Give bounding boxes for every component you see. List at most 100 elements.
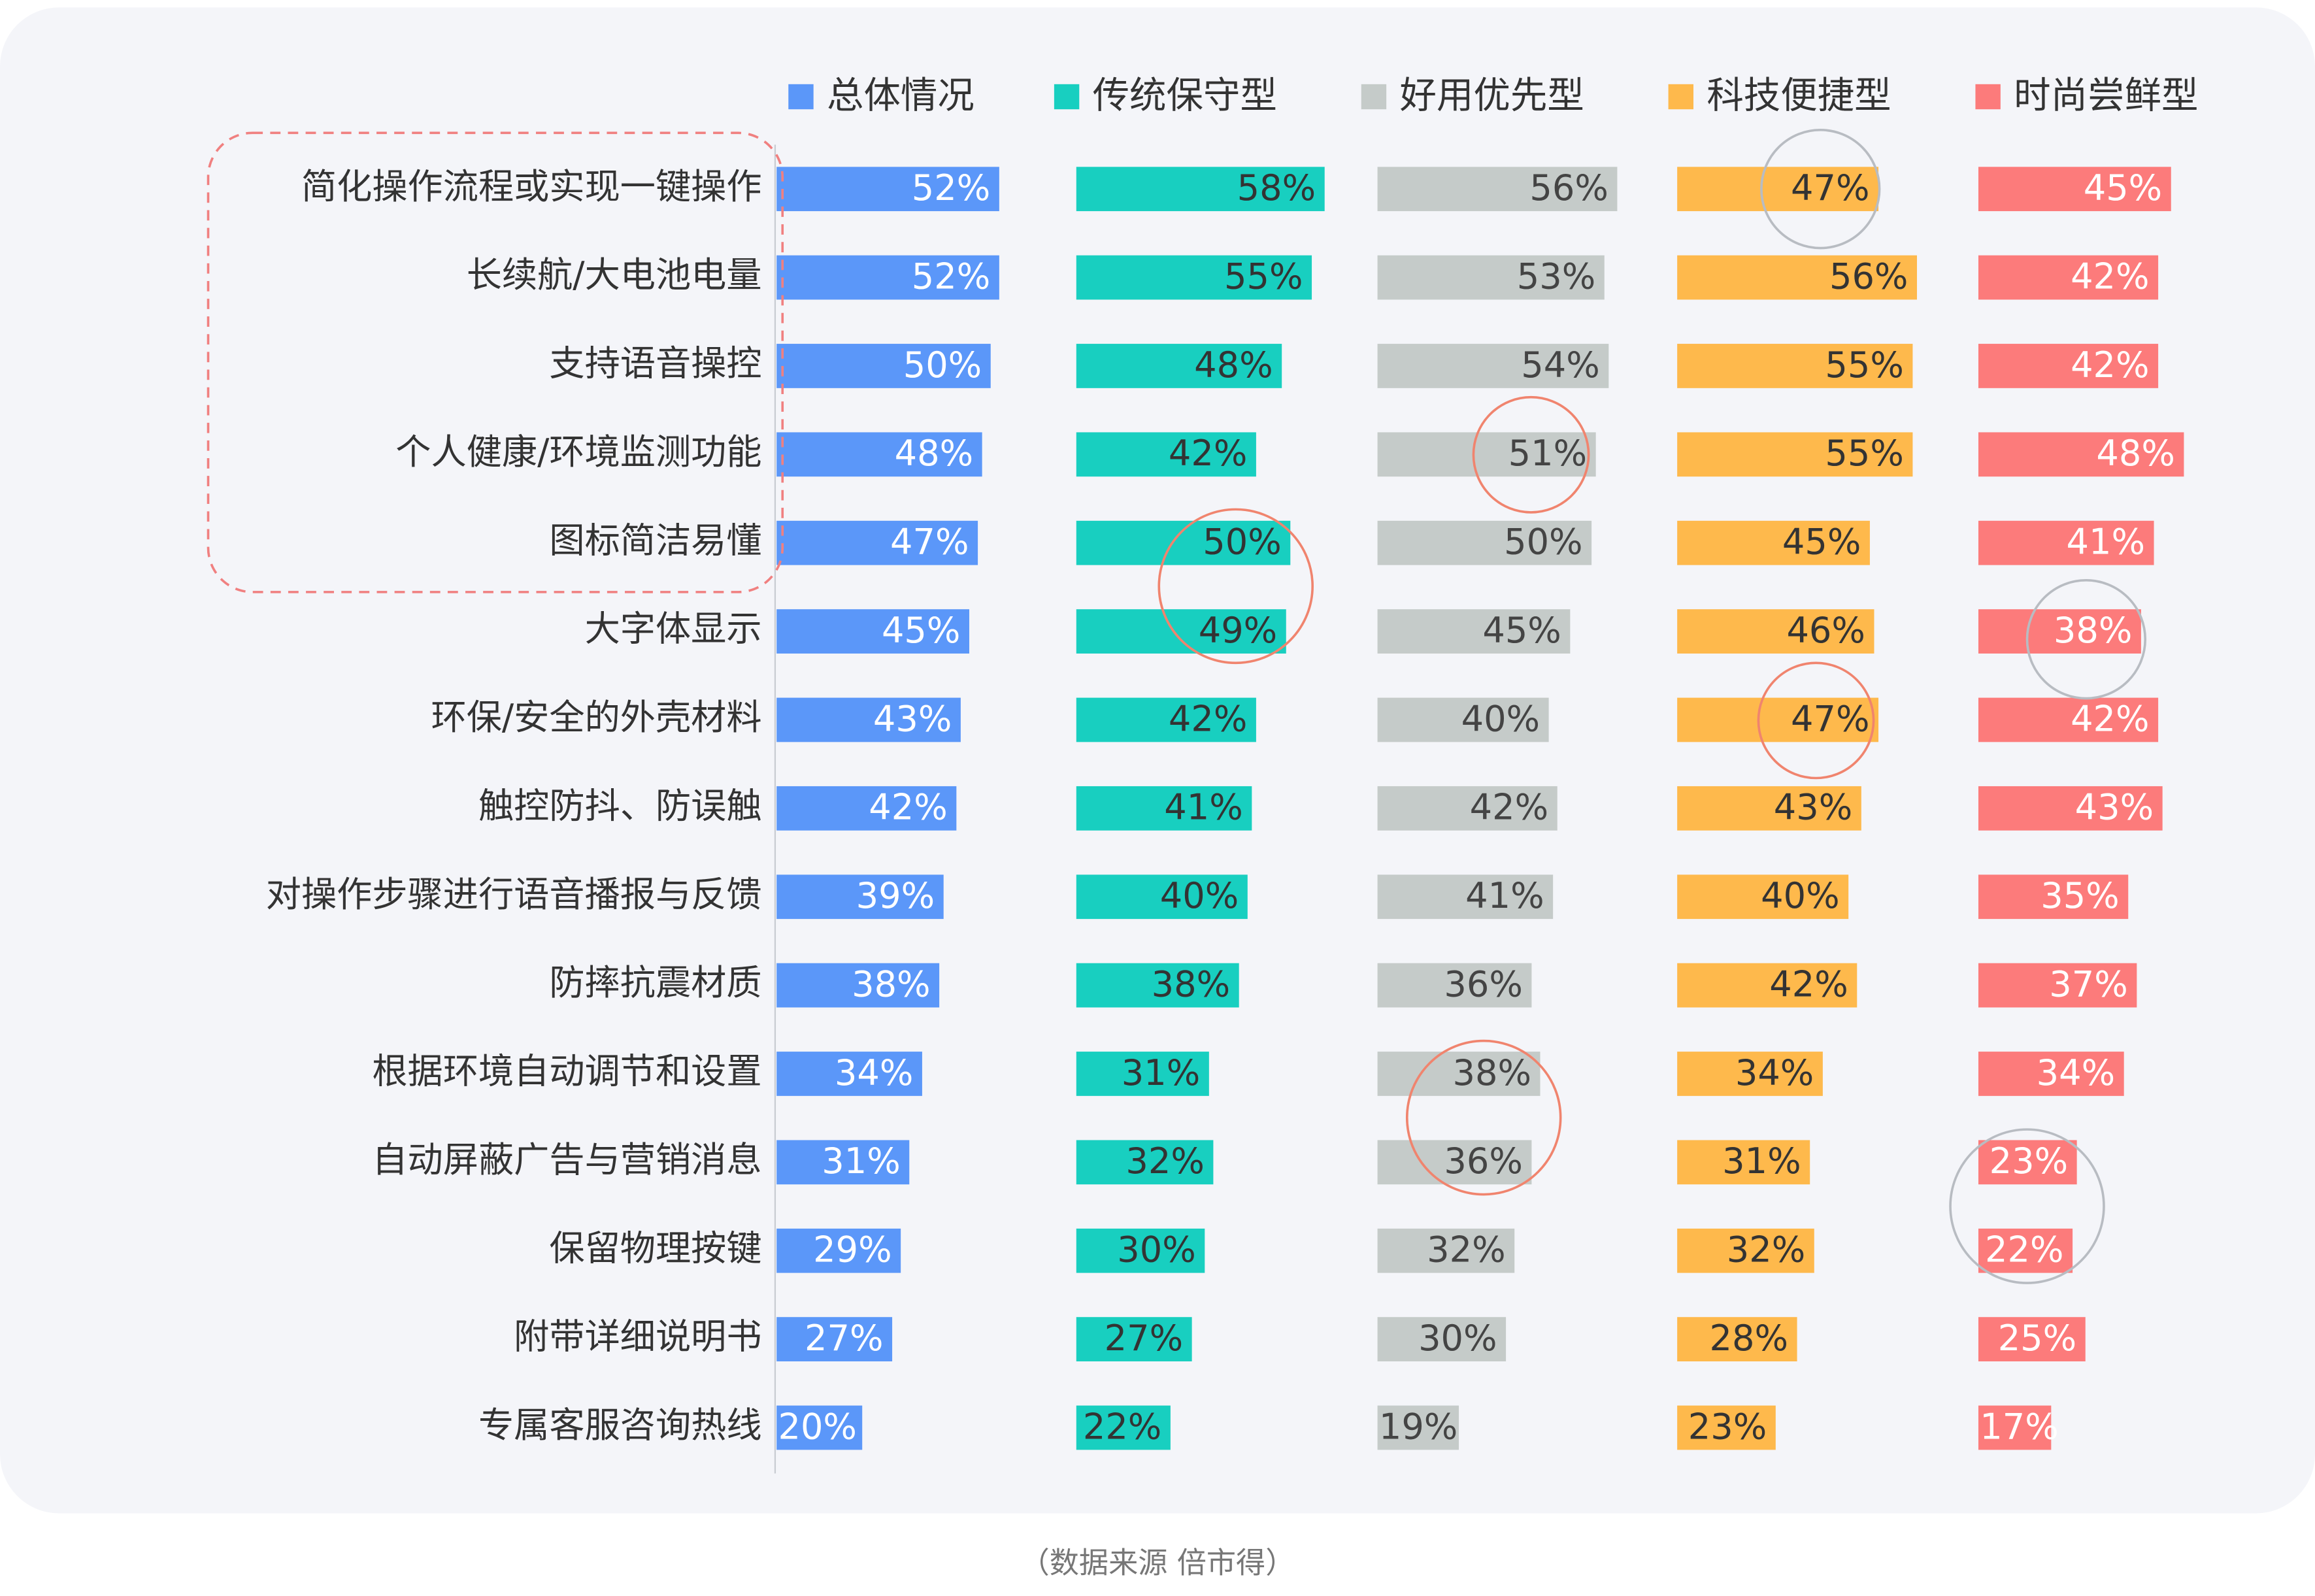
value-label: 38% bbox=[1152, 963, 1230, 1005]
value-label: 47% bbox=[1791, 167, 1869, 208]
highlight-circle bbox=[1760, 129, 1881, 250]
bar bbox=[1677, 786, 1861, 831]
bar bbox=[1377, 697, 1549, 742]
category-label: 个人健康/环境监测功能 bbox=[395, 431, 761, 473]
value-label: 19% bbox=[1379, 1406, 1457, 1447]
bar bbox=[1076, 1140, 1214, 1185]
bar bbox=[1076, 255, 1312, 300]
value-label: 30% bbox=[1418, 1318, 1497, 1359]
value-label: 36% bbox=[1444, 963, 1522, 1005]
value-label: 22% bbox=[1985, 1229, 2063, 1271]
value-label: 38% bbox=[852, 963, 930, 1005]
value-label: 40% bbox=[1761, 875, 1839, 916]
bar bbox=[776, 874, 944, 920]
highlight-circle bbox=[1472, 395, 1590, 514]
value-label: 35% bbox=[2040, 875, 2119, 916]
value-label: 32% bbox=[1125, 1140, 1204, 1182]
bar bbox=[1076, 963, 1239, 1008]
bar bbox=[776, 1228, 901, 1273]
bar bbox=[1076, 1052, 1209, 1096]
value-label: 23% bbox=[1990, 1140, 2068, 1182]
bar bbox=[1978, 963, 2137, 1008]
value-label: 38% bbox=[1452, 1052, 1531, 1093]
bar bbox=[1677, 1405, 1776, 1450]
bar bbox=[1677, 1317, 1797, 1361]
bar bbox=[1076, 344, 1282, 388]
bar bbox=[1377, 1405, 1459, 1450]
legend-swatch bbox=[1361, 84, 1387, 110]
bar bbox=[1677, 963, 1857, 1008]
value-label: 42% bbox=[1169, 433, 1247, 474]
bar bbox=[1978, 609, 2141, 654]
value-label: 20% bbox=[778, 1406, 856, 1447]
bar bbox=[1978, 344, 2159, 388]
bar bbox=[776, 167, 999, 212]
highlight-circle bbox=[2025, 579, 2147, 700]
category-label: 根据环境自动调节和设置 bbox=[372, 1051, 761, 1092]
legend-swatch bbox=[788, 84, 814, 110]
card bbox=[0, 7, 2315, 1514]
value-label: 50% bbox=[1504, 522, 1582, 563]
category-label: 保留物理按键 bbox=[549, 1227, 761, 1269]
value-label: 48% bbox=[895, 433, 973, 474]
bar bbox=[776, 1140, 910, 1185]
legend-swatch bbox=[1054, 84, 1080, 110]
legend-swatch bbox=[1975, 84, 2001, 110]
value-label: 50% bbox=[1203, 522, 1281, 563]
value-label: 23% bbox=[1688, 1406, 1767, 1447]
bar bbox=[1677, 1140, 1810, 1185]
value-label: 42% bbox=[2071, 698, 2149, 739]
category-label: 简化操作流程或实现一键操作 bbox=[301, 166, 762, 207]
bar bbox=[1377, 1228, 1515, 1273]
value-label: 45% bbox=[1782, 522, 1861, 563]
highlight-circle bbox=[1949, 1128, 2105, 1284]
bar bbox=[1377, 520, 1592, 565]
category-label: 大字体显示 bbox=[585, 608, 762, 650]
bar bbox=[776, 697, 961, 742]
bar bbox=[1978, 786, 2163, 831]
bar bbox=[776, 255, 999, 300]
bar bbox=[1677, 697, 1879, 742]
value-label: 42% bbox=[1769, 963, 1848, 1005]
value-label: 42% bbox=[1470, 787, 1548, 828]
value-label: 31% bbox=[1722, 1140, 1801, 1182]
value-label: 43% bbox=[2075, 787, 2154, 828]
category-label: 专属客服咨询热线 bbox=[478, 1405, 762, 1446]
bar bbox=[1978, 1140, 2077, 1185]
category-label: 触控防抖、防误触 bbox=[478, 785, 762, 826]
bar bbox=[1978, 167, 2171, 212]
bar bbox=[1076, 1405, 1171, 1450]
bar bbox=[1377, 167, 1618, 212]
bar bbox=[776, 963, 940, 1008]
value-label: 17% bbox=[1980, 1406, 2058, 1447]
bar bbox=[776, 344, 991, 388]
bar bbox=[1677, 520, 1870, 565]
bar bbox=[1677, 167, 1879, 212]
value-label: 34% bbox=[1735, 1052, 1814, 1093]
source-note: （数据来源 倍市得） bbox=[1020, 1546, 1295, 1580]
bar bbox=[1076, 1228, 1205, 1273]
bar bbox=[1677, 609, 1874, 654]
value-label: 45% bbox=[2084, 167, 2162, 208]
value-label: 42% bbox=[869, 787, 947, 828]
value-label: 41% bbox=[2067, 522, 2145, 563]
bar bbox=[1978, 874, 2129, 920]
bar bbox=[1076, 609, 1286, 654]
bar bbox=[1377, 1140, 1532, 1185]
bar bbox=[776, 1317, 893, 1361]
legend-label: 总体情况 bbox=[827, 75, 974, 117]
bar bbox=[1076, 786, 1252, 831]
legend-label: 时尚尝鲜型 bbox=[2014, 75, 2198, 117]
value-label: 47% bbox=[1791, 698, 1869, 739]
value-label: 56% bbox=[1829, 256, 1908, 297]
bar bbox=[776, 432, 982, 477]
highlight-circle bbox=[1158, 508, 1314, 665]
category-label: 支持语音操控 bbox=[549, 343, 761, 384]
value-label: 39% bbox=[856, 875, 935, 916]
highlight-circle bbox=[1405, 1039, 1562, 1196]
bar bbox=[776, 1405, 863, 1450]
bar bbox=[1677, 1228, 1814, 1273]
bar bbox=[1076, 874, 1248, 920]
bar bbox=[1076, 1317, 1192, 1361]
